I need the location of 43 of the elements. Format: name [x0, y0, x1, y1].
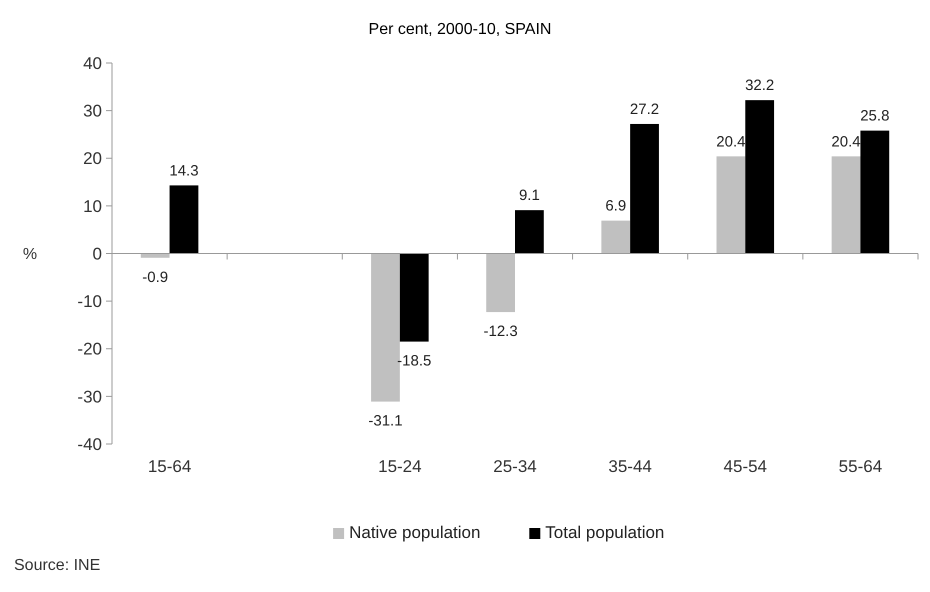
x-tick-label: 45-54 [724, 457, 768, 476]
data-label: -18.5 [397, 352, 432, 370]
data-label: -31.1 [368, 412, 403, 430]
y-tick-label: -40 [77, 434, 102, 454]
x-tick-label: 25-34 [493, 457, 537, 476]
bar [170, 185, 198, 254]
y-tick-label: -30 [77, 387, 102, 406]
y-tick-label: 10 [83, 196, 102, 216]
data-label: 14.3 [169, 162, 199, 180]
data-label: -12.3 [484, 323, 518, 340]
data-label: 25.8 [860, 108, 890, 125]
bar [601, 220, 630, 254]
bar [832, 156, 860, 254]
y-tick-label: -20 [77, 340, 102, 359]
y-tick-label: 0 [92, 244, 102, 264]
y-tick-label: 40 [83, 54, 102, 73]
x-tick-label: 55-64 [838, 457, 882, 476]
legend-label: Total population [545, 523, 664, 542]
y-tick-label: 20 [83, 149, 102, 168]
bar [630, 124, 659, 254]
bar [400, 254, 429, 342]
data-label: 20.4 [831, 133, 861, 150]
data-label: 27.2 [630, 100, 660, 118]
data-label: 32.2 [745, 77, 774, 94]
bar [860, 130, 890, 254]
x-tick-label: 15-24 [378, 457, 422, 476]
y-axis-title: % [22, 246, 38, 264]
data-label: 20.4 [716, 133, 746, 150]
data-label: -0.9 [142, 268, 168, 286]
bar [140, 254, 170, 258]
bar [515, 210, 544, 254]
source-note: Source: INE [14, 557, 100, 574]
bar [716, 156, 746, 254]
bar [745, 100, 774, 254]
x-tick-label: 15-64 [148, 457, 192, 476]
x-tick-label: 35-44 [608, 457, 652, 476]
chart-title: Per cent, 2000-10, SPAIN [368, 21, 552, 38]
data-label: 6.9 [605, 198, 626, 215]
bar [486, 254, 515, 312]
y-tick-label: -10 [77, 292, 102, 312]
data-label: 9.1 [518, 187, 540, 204]
y-tick-label: 30 [83, 102, 102, 121]
legend-label: Native population [349, 523, 480, 542]
